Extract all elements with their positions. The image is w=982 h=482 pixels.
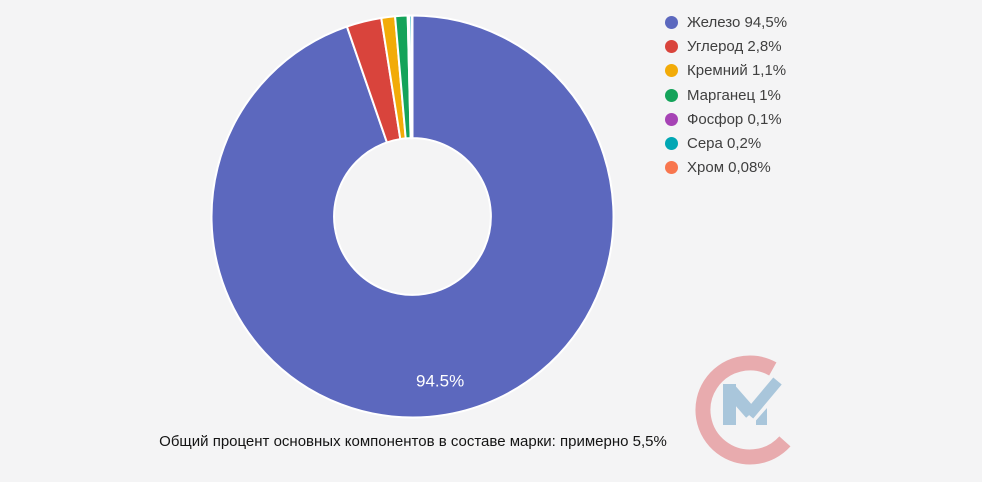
legend-swatch-phosphorus (665, 112, 678, 126)
legend-label: Марганец 1% (687, 86, 781, 104)
donut-chart: 94.5% (210, 14, 615, 419)
pie-slice-chromium[interactable] (410, 14, 414, 140)
chart-legend: Железо 94,5% Углерод 2,8% Кремний 1,1% Марг… (665, 10, 787, 180)
legend-label: Кремний 1,1% (687, 62, 787, 80)
legend-label: Фосфор 0,1% (687, 110, 782, 128)
legend-swatch-iron (665, 15, 678, 29)
logo-m-right-leg (756, 408, 767, 425)
legend-item-chromium[interactable]: Хром 0,08% (665, 156, 787, 180)
legend-item-manganese[interactable]: Марганец 1% (665, 83, 787, 107)
legend-swatch-carbon (665, 39, 678, 53)
legend-item-phosphorus[interactable]: Фосфор 0,1% (665, 107, 787, 131)
legend-label: Хром 0,08% (687, 159, 771, 177)
legend-swatch-manganese (665, 88, 678, 102)
legend-swatch-chromium (665, 161, 678, 175)
pie-slice-value-label: 94.5% (416, 371, 464, 390)
logo-checkmark (744, 377, 782, 419)
logo-c-arc (695, 355, 791, 465)
legend-item-silicon[interactable]: Кремний 1,1% (665, 59, 787, 83)
cm-watermark-icon (695, 355, 791, 465)
legend-label: Углерод 2,8% (687, 37, 782, 55)
pie-slice-iron[interactable] (210, 14, 615, 419)
legend-item-carbon[interactable]: Углерод 2,8% (665, 34, 787, 58)
legend-label: Сера 0,2% (687, 135, 762, 153)
legend-swatch-sulfur (665, 137, 678, 151)
legend-item-sulfur[interactable]: Сера 0,2% (665, 131, 787, 155)
legend-item-iron[interactable]: Железо 94,5% (665, 10, 787, 34)
legend-label: Железо 94,5% (687, 13, 788, 31)
legend-swatch-silicon (665, 64, 678, 78)
chart-caption: Общий процент основных компонентов в сос… (159, 433, 667, 450)
